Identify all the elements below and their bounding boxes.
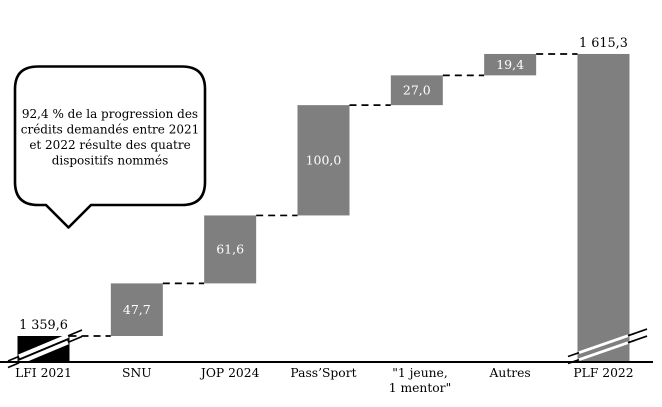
waterfall-bar-pass-sport (297, 105, 350, 216)
waterfall-bar-1-jeune-1-mentor (390, 75, 443, 106)
x-axis-label-plf-2022: PLF 2022 (573, 366, 633, 380)
waterfall-bar-jop-2024 (204, 215, 257, 284)
axis-break-gap-6-1 (578, 334, 629, 355)
bar-value-snu: 47,7 (123, 302, 151, 317)
speech-bubble-callout: 92,4 % de la progression des crédits dem… (13, 65, 207, 229)
bar-value-1-jeune-1-mentor: 27,0 (403, 83, 431, 98)
x-axis-label-snu: SNU (122, 366, 152, 380)
waterfall-bar-plf-2022 (577, 53, 630, 363)
x-axis-label-autres: Autres (489, 366, 531, 380)
callout-text-line-1: 92,4 % de la progression des (22, 107, 198, 121)
callout-text-line-3: et 2022 résulte des quatre (29, 138, 190, 152)
chart-plot-area: 1 359,6 47,7 61,6 100,0 27,0 19,4 1 615,3 (7, 36, 648, 369)
x-axis-label-pass-sport: Pass’Sport (290, 366, 356, 380)
speech-bubble-shape (13, 65, 207, 229)
x-axis-label-1-jeune-1-mentor-line-1: "1 jeune, (392, 366, 448, 380)
axis-break-gap-0-1 (18, 334, 69, 359)
axis-break-gap-0-0 (18, 340, 69, 365)
bar-value-jop-2024: 61,6 (216, 242, 244, 257)
callout-text-line-4: dispositifs nommés (52, 154, 169, 168)
bar-value-autres: 19,4 (496, 57, 524, 72)
bar-value-pass-sport: 100,0 (306, 153, 342, 168)
axis-break-gap-6-0 (578, 341, 629, 362)
x-axis-labels: LFI 2021 SNU JOP 2024 Pass’Sport "1 jeune,1 … (15, 366, 633, 395)
total-value-lfi-2021: 1 359,6 (19, 318, 68, 333)
waterfall-bar-autres (484, 53, 537, 76)
x-axis-label-jop-2024: JOP 2024 (199, 366, 260, 380)
waterfall-bar-snu (110, 283, 163, 336)
callout-text-line-2: crédits demandés entre 2021 (21, 123, 200, 137)
x-axis-label-1-jeune-1-mentor-line-2: 1 mentor" (389, 381, 451, 395)
x-axis-label-lfi-2021: LFI 2021 (15, 366, 72, 380)
total-value-plf-2022: 1 615,3 (579, 36, 628, 51)
